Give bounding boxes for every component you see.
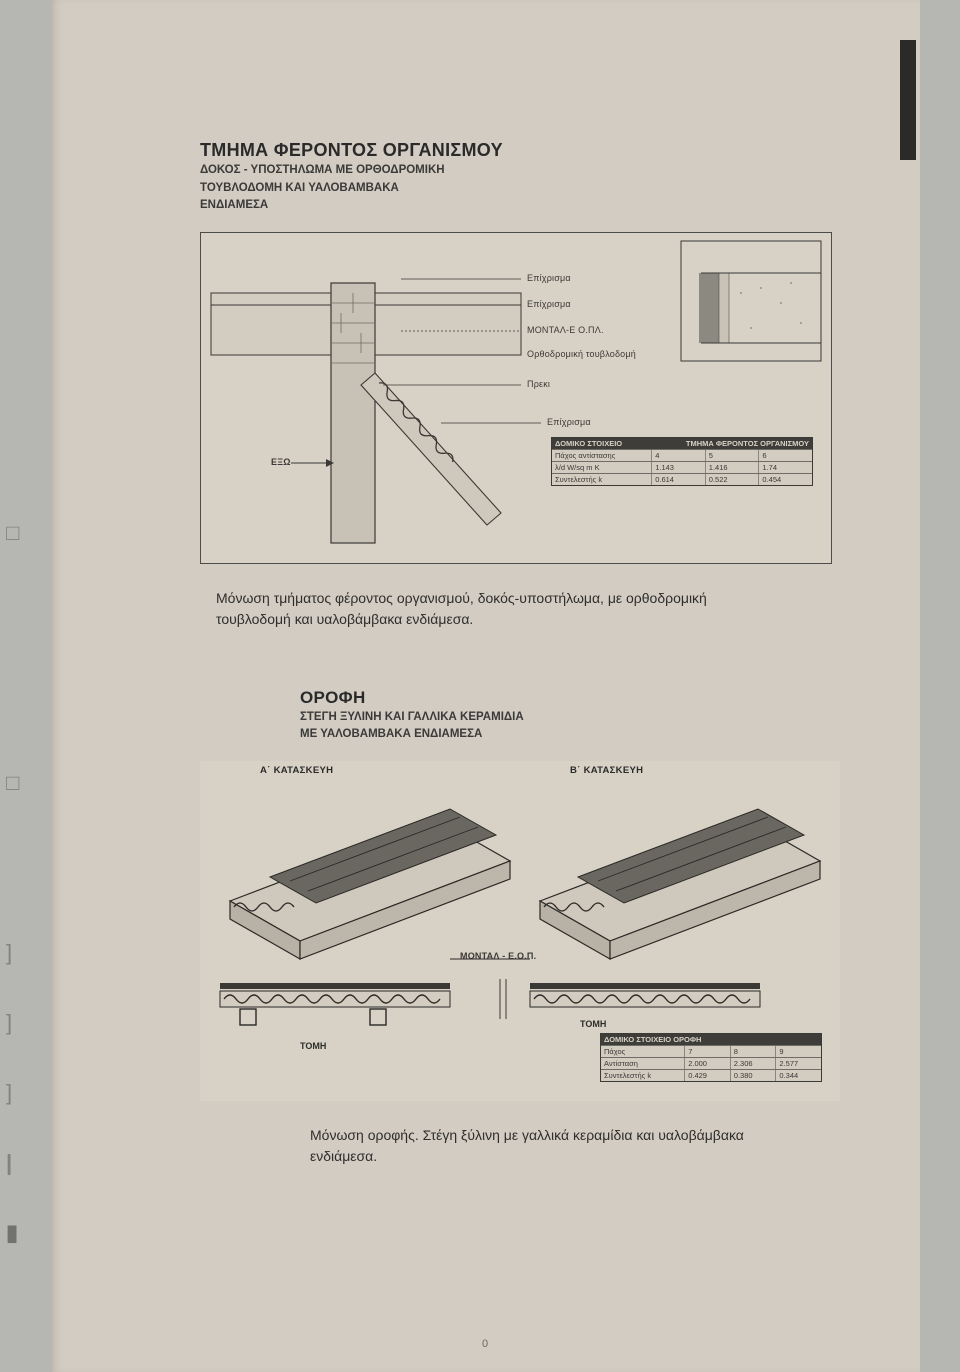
figure1-table-header: ΔΟΜΙΚΟ ΣΤΟΙΧΕΙΟ ΤΜΗΜΑ ΦΕΡΟΝΤΟΣ ΟΡΓΑΝΙΣΜΟ… bbox=[552, 438, 812, 449]
table-row: Αντίσταση 2.000 2.306 2.577 bbox=[601, 1057, 821, 1069]
table-row: Πάχος 7 8 9 bbox=[601, 1045, 821, 1057]
fig2-tomh-b: ΤΟΜΗ bbox=[580, 1019, 606, 1029]
fig1-label-ortho: Ορθοδρομική τουβλοδομή bbox=[527, 349, 636, 359]
fig1-label-mono: ΜΟΝΤΑΛ-Ε Ο.ΠΛ. bbox=[527, 325, 604, 335]
fig2-tomh-a: ΤΟΜΗ bbox=[300, 1041, 326, 1051]
figure1: Επίχρισμα Επίχρισμα ΜΟΝΤΑΛ-Ε Ο.ΠΛ. Ορθοδ… bbox=[200, 232, 832, 564]
section2-title-block: ΟΡΟΦΗ ΣΤΕΓΗ ΞΥΛΙΝΗ ΚΑΙ ΓΑΛΛΙΚΑ ΚΕΡΑΜΙΔΙΑ… bbox=[300, 688, 840, 743]
figure2-table: ΔΟΜΙΚΟ ΣΤΟΙΧΕΙΟ ΟΡΟΦΗ Πάχος 7 8 9 Αντίστ… bbox=[600, 1033, 822, 1082]
table-row: λ/d W/sq m K 1.143 1.416 1.74 bbox=[552, 461, 812, 473]
section1-title: ΤΜΗΜΑ ΦΕΡΟΝΤΟΣ ΟΡΓΑΝΙΣΜΟΥ bbox=[200, 140, 840, 161]
figure1-svg bbox=[201, 233, 831, 563]
fig1-label-epix: Επίχρισμα bbox=[547, 417, 591, 427]
figure2: Α΄ ΚΑΤΑΣΚΕΥΗ Β΄ ΚΑΤΑΣΚΕΥΗ bbox=[200, 761, 840, 1101]
section1-subtitle2: ΤΟΥΒΛΟΔΟΜΗ ΚΑΙ ΥΑΛΟΒΑΜΒΑΚΑ bbox=[200, 181, 840, 197]
tbl1-head-right: ΤΜΗΜΑ ΦΕΡΟΝΤΟΣ ΟΡΓΑΝΙΣΜΟΥ bbox=[686, 439, 809, 448]
fig1-label-top: Επίχρισμα bbox=[527, 273, 571, 283]
page-number: 0 bbox=[482, 1338, 488, 1350]
fig1-label-ezo: ΕΞΩ bbox=[271, 457, 291, 467]
table-row: Συντελεστής k 0.614 0.522 0.454 bbox=[552, 473, 812, 485]
section1-caption: Μόνωση τμήματος φέροντος οργανισμού, δοκ… bbox=[216, 588, 776, 630]
tbl2-head: ΔΟΜΙΚΟ ΣΤΟΙΧΕΙΟ ΟΡΟΦΗ bbox=[604, 1035, 701, 1044]
tbl1-head-left: ΔΟΜΙΚΟ ΣΤΟΙΧΕΙΟ bbox=[555, 439, 622, 448]
section1-subtitle3: ΕΝΔΙΑΜΕΣΑ bbox=[200, 198, 840, 214]
section2-subtitle2: ΜΕ ΥΑΛΟΒΑΜΒΑΚΑ ΕΝΔΙΑΜΕΣΑ bbox=[300, 727, 840, 743]
right-black-strip bbox=[900, 40, 916, 160]
section2-subtitle1: ΣΤΕΓΗ ΞΥΛΙΝΗ ΚΑΙ ΓΑΛΛΙΚΑ ΚΕΡΑΜΙΔΙΑ bbox=[300, 710, 840, 726]
figure1-table: ΔΟΜΙΚΟ ΣΤΟΙΧΕΙΟ ΤΜΗΜΑ ΦΕΡΟΝΤΟΣ ΟΡΓΑΝΙΣΜΟ… bbox=[551, 437, 813, 486]
figure2-table-header: ΔΟΜΙΚΟ ΣΤΟΙΧΕΙΟ ΟΡΟΦΗ bbox=[601, 1034, 821, 1045]
section2-title: ΟΡΟΦΗ bbox=[300, 688, 840, 708]
table-row: Πάχος αντίστασης 4 5 6 bbox=[552, 449, 812, 461]
section1-title-block: ΤΜΗΜΑ ΦΕΡΟΝΤΟΣ ΟΡΓΑΝΙΣΜΟΥ ΔΟΚΟΣ - ΥΠΟΣΤΗ… bbox=[200, 140, 840, 214]
section2: ΟΡΟΦΗ ΣΤΕΓΗ ΞΥΛΙΝΗ ΚΑΙ ΓΑΛΛΙΚΑ ΚΕΡΑΜΙΔΙΑ… bbox=[200, 688, 840, 1167]
fig1-label-prec: Πρεκι bbox=[527, 379, 550, 389]
section2-caption: Μόνωση οροφής. Στέγη ξύλινη με γαλλικά κ… bbox=[310, 1125, 750, 1167]
table-row: Συντελεστής k 0.429 0.380 0.344 bbox=[601, 1069, 821, 1081]
section1-subtitle1: ΔΟΚΟΣ - ΥΠΟΣΤΗΛΩΜΑ ΜΕ ΟΡΘΟΔΡΟΜΙΚΗ bbox=[200, 163, 840, 179]
fig2-mid-label: ΜΟΝΤΑΛ - Ε.Ο.Π. bbox=[460, 951, 536, 961]
fig1-label-epi: Επίχρισμα bbox=[527, 299, 571, 309]
content-area: ΤΜΗΜΑ ΦΕΡΟΝΤΟΣ ΟΡΓΑΝΙΣΜΟΥ ΔΟΚΟΣ - ΥΠΟΣΤΗ… bbox=[200, 140, 840, 1167]
scanned-page: ΤΜΗΜΑ ΦΕΡΟΝΤΟΣ ΟΡΓΑΝΙΣΜΟΥ ΔΟΚΟΣ - ΥΠΟΣΤΗ… bbox=[50, 0, 920, 1372]
